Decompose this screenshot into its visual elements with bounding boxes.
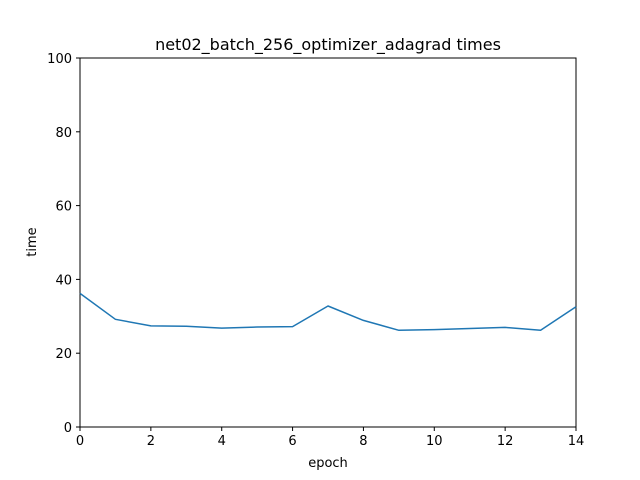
x-axis-label: epoch <box>308 456 348 471</box>
x-tick-label: 4 <box>218 434 226 449</box>
x-tick-label: 2 <box>147 434 155 449</box>
plot-border <box>79 57 577 428</box>
y-tick-label: 20 <box>55 347 72 362</box>
x-tick-label: 6 <box>288 434 296 449</box>
y-tick-label: 80 <box>55 126 72 141</box>
y-axis-label: time <box>25 227 40 256</box>
y-tick-label: 60 <box>55 200 72 215</box>
x-tick-label: 8 <box>359 434 367 449</box>
y-tick-label: 100 <box>47 52 72 67</box>
y-axis: 0 20 40 60 80 100 <box>47 52 80 436</box>
x-axis: 0 2 4 6 8 10 12 14 <box>76 427 584 449</box>
y-tick-label: 40 <box>55 273 72 288</box>
series-line <box>79 292 577 332</box>
plot-area <box>79 57 577 428</box>
x-tick-label: 0 <box>76 434 84 449</box>
x-tick-label: 14 <box>568 434 585 449</box>
x-tick-label: 10 <box>426 434 443 449</box>
x-tick-label: 12 <box>497 434 514 449</box>
y-tick-label: 0 <box>64 421 72 436</box>
series-layer <box>79 292 577 332</box>
chart-title: net02_batch_256_optimizer_adagrad times <box>155 35 501 55</box>
